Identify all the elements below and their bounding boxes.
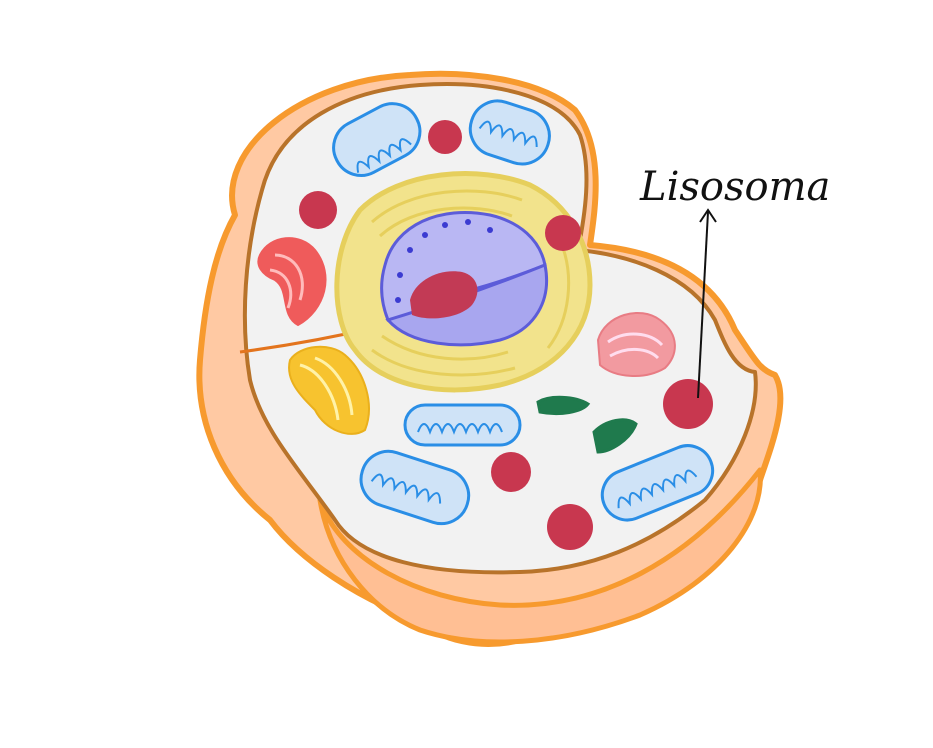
lysosome-2 <box>299 191 337 229</box>
nucleolus <box>410 271 478 319</box>
mitochondrion-4 <box>359 449 471 526</box>
lysosome-1 <box>428 120 462 154</box>
label-arrow <box>697 211 709 399</box>
lysosome-3 <box>545 215 581 251</box>
lysosome-4 <box>491 452 531 492</box>
mitochondrion-5 <box>600 444 715 522</box>
green-organelle-2 <box>592 418 638 454</box>
cell-membrane-lower-lip <box>317 467 763 645</box>
rough-er-pink <box>596 311 676 377</box>
mitochondrion-2 <box>468 99 551 166</box>
lysosome-5 <box>547 504 593 550</box>
smooth-endoplasmic-reticulum <box>288 345 370 435</box>
label-lisosoma: Lisosoma <box>639 164 830 210</box>
lysosome-labeled <box>663 379 713 429</box>
label-arrowhead <box>699 208 717 223</box>
rough-endoplasmic-reticulum <box>257 237 327 327</box>
mitochondrion-1 <box>332 102 422 177</box>
green-organelle-1 <box>536 395 591 416</box>
mitochondrion-3 <box>403 403 522 447</box>
